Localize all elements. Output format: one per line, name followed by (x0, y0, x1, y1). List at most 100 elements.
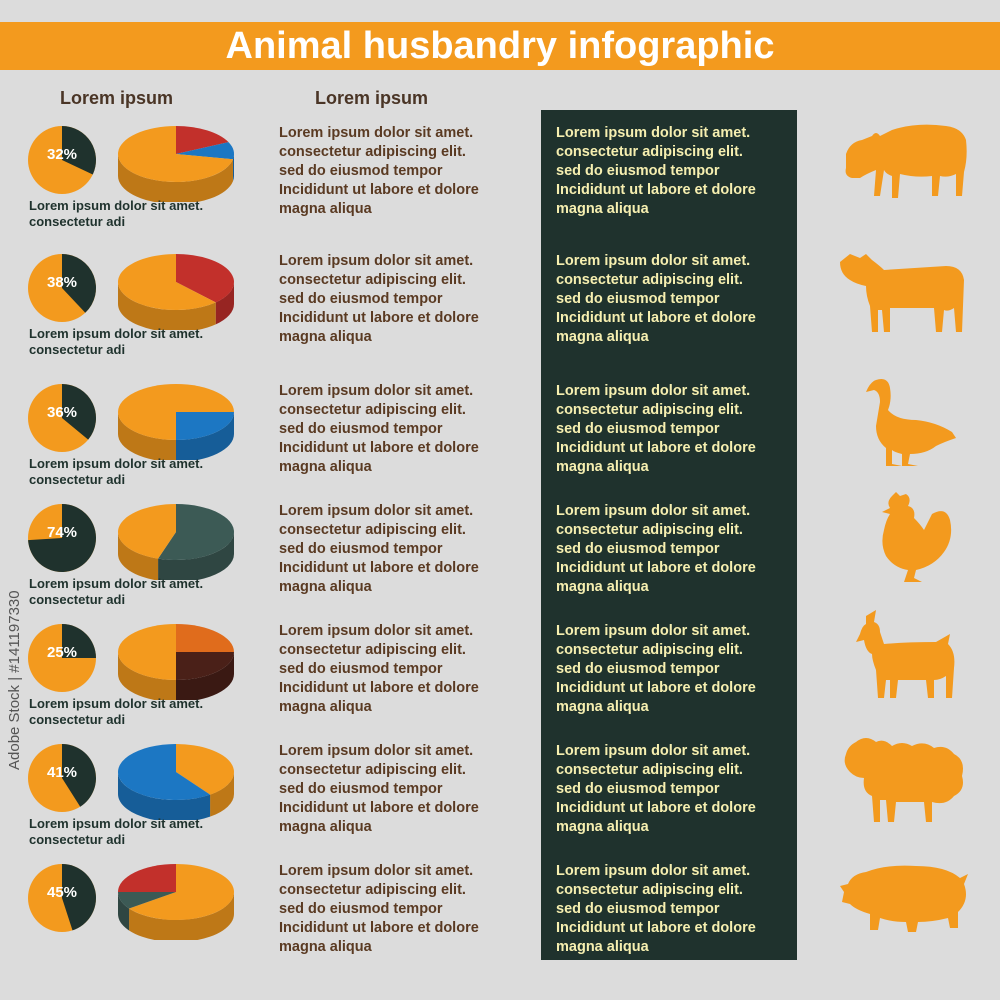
pie3d-slice (118, 126, 233, 182)
caption-line: consectetur adi (29, 592, 126, 607)
middle-paragraph: Lorem ipsum dolor sit amet. consectetur a… (279, 382, 529, 477)
paragraph-line: Lorem ipsum dolor sit amet. (556, 253, 751, 269)
cow-icon (836, 240, 970, 340)
sheep-icon (836, 730, 970, 830)
paragraph-line: magna aliqua (556, 201, 649, 217)
paragraph-line: Incididunt ut labore et dolore (279, 182, 479, 198)
pie3d-slice (176, 142, 234, 160)
paragraph-line: Incididunt ut labore et dolore (279, 560, 479, 576)
paragraph-line: consectetur adipiscing elit. (556, 762, 743, 778)
paragraph-line: consectetur adipiscing elit. (556, 522, 743, 538)
paragraph-line: sed do eiusmod tempor (556, 163, 720, 179)
paragraph-line: Lorem ipsum dolor sit amet. (279, 253, 474, 269)
watermark-stamp: Adobe Stock | #141197330 (6, 590, 23, 770)
pie3d-chart (118, 504, 235, 580)
pie-chart (28, 384, 96, 452)
pie-chart (28, 504, 97, 572)
paragraph-line: consectetur adipiscing elit. (279, 762, 466, 778)
paragraph-line: magna aliqua (556, 459, 649, 475)
pie3d-side-wall (158, 532, 234, 580)
paragraph-line: magna aliqua (556, 699, 649, 715)
pig-icon (836, 850, 970, 950)
pie-value-slice (62, 864, 96, 931)
caption-line: consectetur adi (29, 214, 126, 229)
caption-line: consectetur adi (29, 832, 126, 847)
paragraph-line: sed do eiusmod tempor (279, 541, 443, 557)
row-caption: Lorem ipsum dolor sit amet. consectetur a… (29, 816, 269, 848)
pie-value-slice (62, 126, 96, 175)
paragraph-line: consectetur adipiscing elit. (279, 882, 466, 898)
middle-paragraph: Lorem ipsum dolor sit amet. consectetur a… (279, 862, 529, 957)
pie3d-slice (118, 624, 176, 680)
pie3d-side-wall (118, 772, 211, 820)
pie3d-slice (118, 384, 176, 440)
pie3d-slice (176, 624, 234, 652)
paragraph-line: sed do eiusmod tempor (556, 901, 720, 917)
paragraph-line: Incididunt ut labore et dolore (556, 440, 756, 456)
infographic-row: 41% Lorem ipsum dolor sit amet. consectetu… (0, 730, 1000, 849)
paragraph-line: Lorem ipsum dolor sit amet. (556, 503, 751, 519)
paragraph-line: consectetur adipiscing elit. (279, 272, 466, 288)
goose-icon (836, 370, 970, 470)
infographic-row: 25% Lorem ipsum dolor sit amet. consectetu… (0, 610, 1000, 729)
paragraph-line: sed do eiusmod tempor (279, 163, 443, 179)
paragraph-line: consectetur adipiscing elit. (279, 402, 466, 418)
paragraph-line: magna aliqua (279, 699, 372, 715)
paragraph-line: consectetur adipiscing elit. (556, 272, 743, 288)
caption-line: Lorem ipsum dolor sit amet. (29, 696, 204, 711)
pie3d-side-wall (118, 892, 130, 931)
caption-line: consectetur adi (29, 342, 126, 357)
page-title: Animal husbandry infographic (225, 25, 775, 67)
pie-value-slice (62, 254, 97, 313)
pie3d-side-wall (210, 772, 234, 817)
pie3d-chart (118, 624, 234, 700)
infographic-row: 38% Lorem ipsum dolor sit amet. consectetu… (0, 240, 1000, 359)
paragraph-line: sed do eiusmod tempor (556, 661, 720, 677)
middle-paragraph: Lorem ipsum dolor sit amet. consectetur a… (279, 502, 529, 597)
caption-line: Lorem ipsum dolor sit amet. (29, 198, 204, 213)
pie3d-slice (118, 254, 216, 310)
paragraph-line: magna aliqua (556, 579, 649, 595)
paragraph-line: magna aliqua (556, 819, 649, 835)
paragraph-line: consectetur adipiscing elit. (279, 642, 466, 658)
pie3d-slice (176, 126, 229, 154)
pie-value-slice (62, 624, 96, 658)
pie3d-slice (176, 652, 234, 680)
row-caption: Lorem ipsum dolor sit amet. consectetur a… (29, 576, 269, 608)
row-caption: Lorem ipsum dolor sit amet. consectetur a… (29, 198, 269, 230)
pie3d-chart (118, 126, 234, 202)
pie3d-side-wall (176, 652, 234, 700)
pie3d-side-wall (118, 532, 159, 580)
panel-paragraph: Lorem ipsum dolor sit amet. consectetur a… (556, 124, 792, 219)
caption-line: Lorem ipsum dolor sit amet. (29, 816, 204, 831)
pie-chart (28, 744, 97, 812)
paragraph-line: consectetur adipiscing elit. (279, 144, 466, 160)
paragraph-line: magna aliqua (556, 329, 649, 345)
paragraph-line: sed do eiusmod tempor (279, 421, 443, 437)
pie-chart (28, 864, 96, 932)
paragraph-line: Incididunt ut labore et dolore (556, 920, 756, 936)
paragraph-line: Incididunt ut labore et dolore (556, 310, 756, 326)
pie3d-slice (176, 384, 234, 412)
paragraph-line: consectetur adipiscing elit. (556, 882, 743, 898)
paragraph-line: consectetur adipiscing elit. (279, 522, 466, 538)
infographic-row: 74% Lorem ipsum dolor sit amet. consectetu… (0, 490, 1000, 609)
hen-icon (836, 490, 970, 590)
paragraph-line: Lorem ipsum dolor sit amet. (279, 383, 474, 399)
paragraph-line: magna aliqua (279, 459, 372, 475)
pie3d-side-wall (176, 412, 234, 460)
paragraph-line: sed do eiusmod tempor (279, 901, 443, 917)
paragraph-line: Lorem ipsum dolor sit amet. (556, 743, 751, 759)
paragraph-line: sed do eiusmod tempor (556, 541, 720, 557)
middle-paragraph: Lorem ipsum dolor sit amet. consectetur a… (279, 252, 529, 347)
pie3d-slice (176, 744, 234, 795)
paragraph-line: sed do eiusmod tempor (556, 421, 720, 437)
pie3d-slice (118, 504, 176, 559)
pie3d-slice (129, 864, 234, 920)
paragraph-line: Incididunt ut labore et dolore (556, 182, 756, 198)
pie-chart (28, 126, 96, 194)
paragraph-line: magna aliqua (279, 819, 372, 835)
middle-paragraph: Lorem ipsum dolor sit amet. consectetur a… (279, 622, 529, 717)
row-caption: Lorem ipsum dolor sit amet. consectetur a… (29, 456, 269, 488)
panel-paragraph: Lorem ipsum dolor sit amet. consectetur a… (556, 622, 792, 717)
